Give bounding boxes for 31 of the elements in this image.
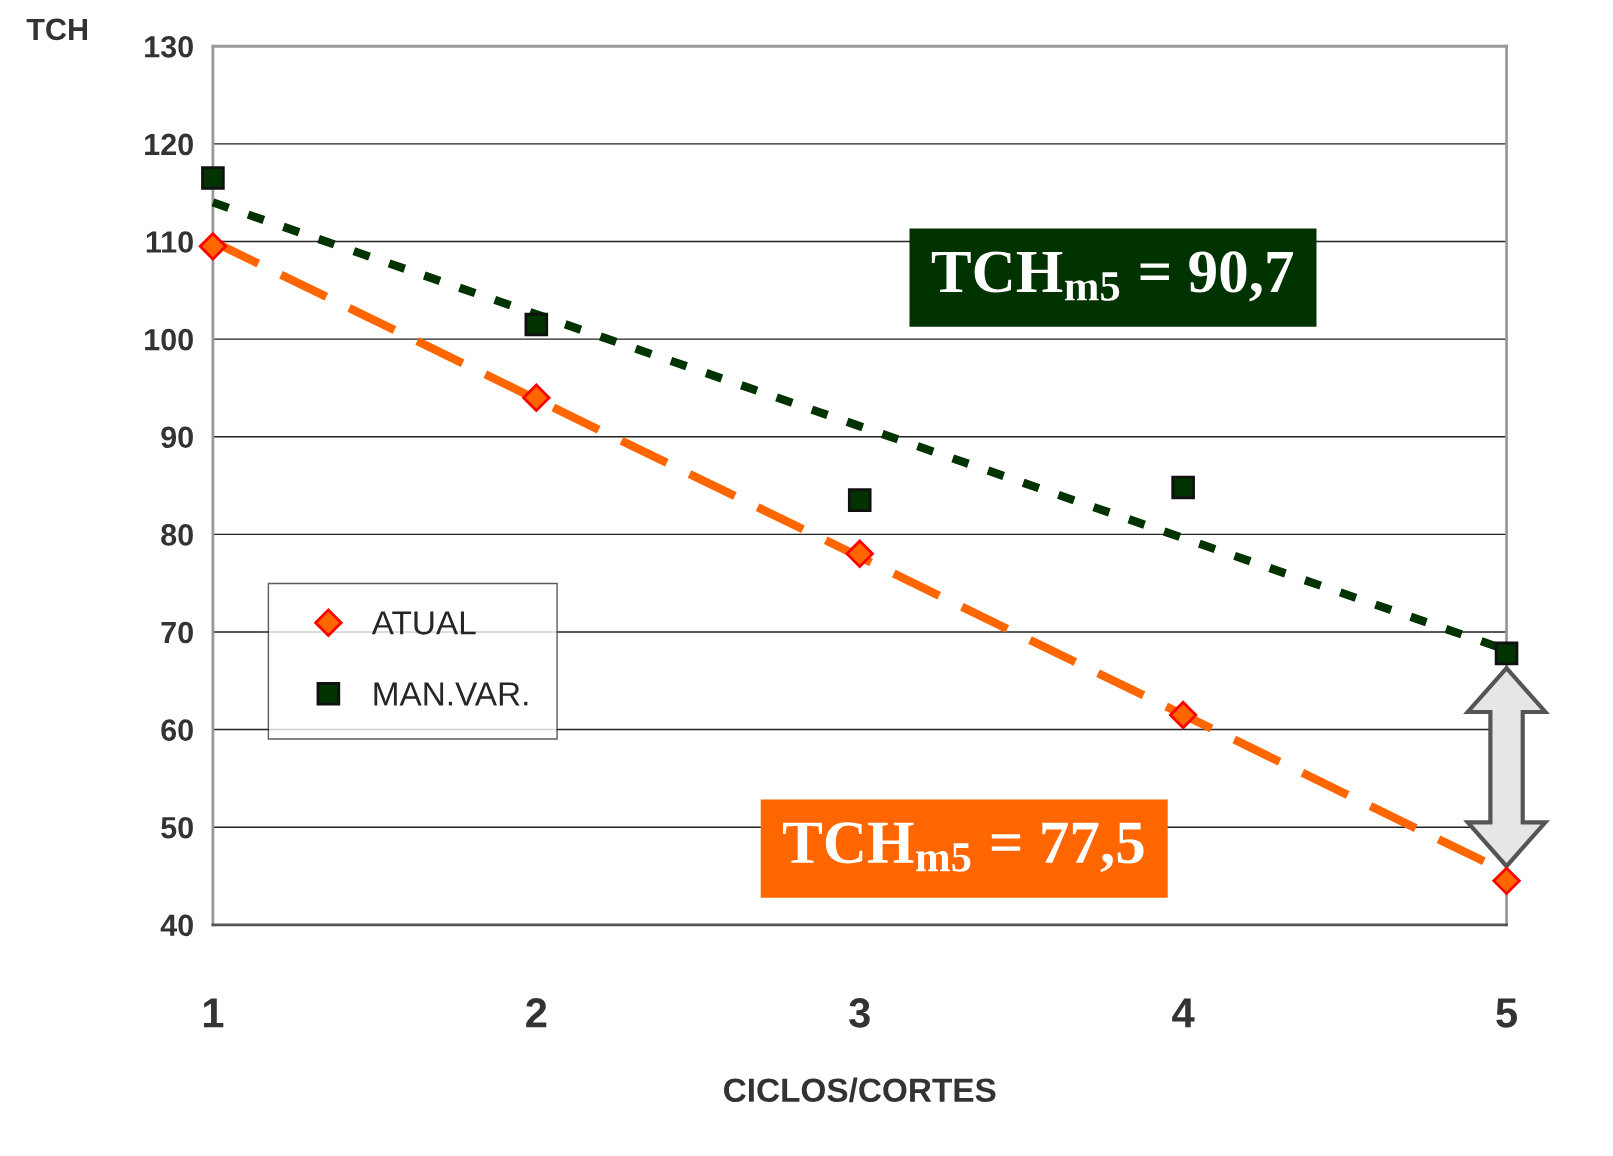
annotation: TCH$_{m5}$ = 90,7 — [931, 251, 1294, 302]
y-tick-label: 90 — [161, 426, 193, 449]
point — [845, 539, 874, 569]
point — [524, 312, 549, 337]
y-tick-label: 110 — [146, 231, 193, 253]
y-tick-label: 120 — [145, 133, 193, 156]
y-tick-label: 60 — [161, 719, 193, 741]
y-tick-label: 80 — [161, 524, 193, 546]
point — [201, 166, 225, 190]
point — [847, 488, 872, 512]
x-tick-label: 2 — [526, 998, 547, 1028]
annotation: TCH$_{m5}$ = 77,5 — [783, 822, 1144, 873]
y-tick-label: 100 — [145, 328, 193, 351]
y-axis-title: TCH — [26, 18, 88, 41]
x-tick-label: 4 — [1172, 998, 1195, 1028]
y-tick-label: 40 — [160, 914, 193, 937]
x-tick-label: 5 — [1496, 998, 1517, 1028]
legend-label: MAN.VAR. — [374, 682, 528, 706]
point — [198, 232, 228, 261]
point — [1168, 700, 1198, 730]
x-tick-label: 3 — [849, 998, 870, 1028]
y-tick-label: 50 — [161, 816, 193, 839]
point — [1492, 866, 1521, 896]
point — [522, 383, 551, 412]
y-tick-label: 70 — [161, 621, 193, 644]
x-axis-title: CICLOS/CORTES — [724, 1077, 996, 1103]
point — [1171, 475, 1195, 500]
y-tick-label: 130 — [145, 35, 193, 58]
point — [1494, 641, 1519, 666]
legend-label: ATUAL — [371, 611, 476, 635]
x-tick-label: 1 — [203, 998, 224, 1028]
